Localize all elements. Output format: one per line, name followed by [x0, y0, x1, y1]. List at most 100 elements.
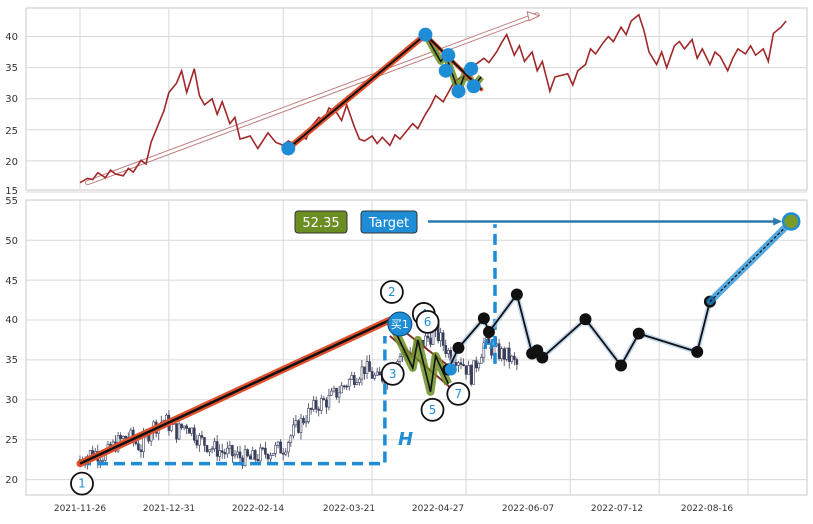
bottom-x-tick: 2022-07-12 — [591, 504, 643, 514]
bottom-pattern-line — [389, 319, 450, 392]
bottom-y-ticks: 20 25 30 35 40 45 50 55 — [5, 196, 18, 486]
pattern-point-circle — [70, 471, 94, 496]
candle-body — [480, 357, 483, 364]
target-value-text: 52.35 — [302, 216, 339, 231]
top-pivot-marker — [466, 79, 481, 94]
bottom-x-tick: 2022-08-16 — [681, 504, 734, 514]
path-point — [536, 351, 549, 364]
pattern-point-label: 2 — [388, 285, 396, 299]
candle-body — [459, 362, 463, 365]
candle-body — [218, 450, 221, 457]
candle-body — [175, 423, 178, 440]
candle-body — [317, 408, 321, 411]
path-point — [482, 325, 495, 338]
candle-body — [424, 335, 427, 347]
pattern-point-label: 1 — [78, 477, 86, 491]
candle-body — [510, 355, 514, 362]
candle-body — [513, 355, 516, 360]
bottom-x-tick: 2022-02-14 — [232, 504, 285, 514]
candle-body — [220, 450, 224, 453]
candle-body — [233, 454, 237, 457]
top-pivot-marker — [464, 61, 479, 76]
candle-body — [515, 359, 519, 365]
candle-body — [281, 452, 285, 455]
bottom-x-tick: 2022-04-27 — [412, 504, 464, 514]
candle-body — [312, 400, 315, 410]
bottom-trend-line — [79, 318, 391, 465]
candle-body — [477, 363, 481, 369]
h-small-label: H — [483, 338, 494, 353]
candle-body — [215, 441, 219, 457]
top-marks — [79, 10, 787, 186]
candle-body — [325, 399, 328, 408]
candle-body — [485, 337, 488, 344]
candle-body — [398, 356, 402, 362]
candle-body — [203, 437, 206, 446]
target-arrow-head — [773, 217, 783, 226]
candle-body — [180, 423, 183, 429]
target-label-box: Target — [360, 210, 418, 234]
breakout-marker — [444, 363, 457, 376]
top-pivot-marker — [451, 84, 466, 99]
top-arrow-trend-line — [86, 13, 539, 185]
pattern-point-circle — [415, 310, 440, 334]
target-label-box-bg — [360, 210, 418, 234]
candle-body — [294, 420, 298, 426]
candle-body — [182, 425, 186, 429]
candle-body — [226, 447, 229, 455]
candle-body — [274, 445, 277, 454]
candle-body — [284, 451, 288, 455]
top-pivot-marker — [438, 63, 453, 78]
pattern-point-label: 7 — [454, 387, 462, 401]
candle-body — [439, 332, 442, 342]
top-trend-line — [287, 33, 427, 150]
candle-body — [205, 445, 209, 453]
bottom-marks: 买11234567 — [70, 212, 801, 496]
bottom-y-tick: 30 — [5, 395, 18, 406]
top-y-tick: 30 — [5, 94, 18, 105]
pattern-point-label: 5 — [429, 403, 437, 417]
bottom-x-tick: 2022-03-21 — [323, 504, 375, 514]
pattern-point-circle — [379, 280, 404, 304]
path-point — [477, 312, 490, 325]
top-y-tick: 15 — [5, 186, 18, 197]
top-arrow-head — [526, 10, 541, 22]
candle-body — [269, 455, 272, 460]
path-point — [691, 345, 704, 358]
bottom-x-tick: 2021-12-31 — [143, 504, 195, 514]
pattern-point-label: 3 — [389, 367, 397, 381]
bottom-y-tick: 45 — [5, 276, 18, 287]
top-pivot-marker — [281, 141, 296, 156]
candle-body — [482, 342, 486, 358]
candle-body — [472, 360, 476, 385]
top-y-tick: 35 — [5, 63, 18, 74]
candle-body — [190, 427, 194, 434]
bottom-x-tick: 2022-06-07 — [502, 504, 554, 514]
top-price-line — [79, 13, 787, 184]
candle-body — [99, 460, 102, 463]
path-point — [452, 341, 465, 354]
candle-body — [307, 407, 310, 423]
top-pivot-marker — [418, 27, 433, 42]
pattern-point-circle — [420, 397, 445, 422]
candle-body — [299, 417, 303, 433]
candle-body — [309, 407, 313, 410]
candle-body — [360, 366, 364, 380]
target-label-text: Target — [368, 216, 409, 231]
candle-body — [261, 447, 265, 450]
candle-body — [243, 449, 247, 466]
candle-body — [195, 439, 199, 446]
candle-body — [231, 445, 234, 457]
candle-body — [236, 451, 239, 455]
target-projection-line — [709, 221, 792, 303]
top-grid — [26, 8, 807, 193]
candle-body — [213, 441, 216, 450]
candle-body — [322, 398, 326, 401]
bottom-y-tick: 25 — [5, 435, 18, 446]
candle-body — [454, 362, 458, 366]
candle-body — [363, 366, 366, 375]
top-y-tick: 20 — [5, 157, 18, 168]
candle-body — [355, 382, 359, 385]
bottom-y-tick: 35 — [5, 355, 18, 366]
